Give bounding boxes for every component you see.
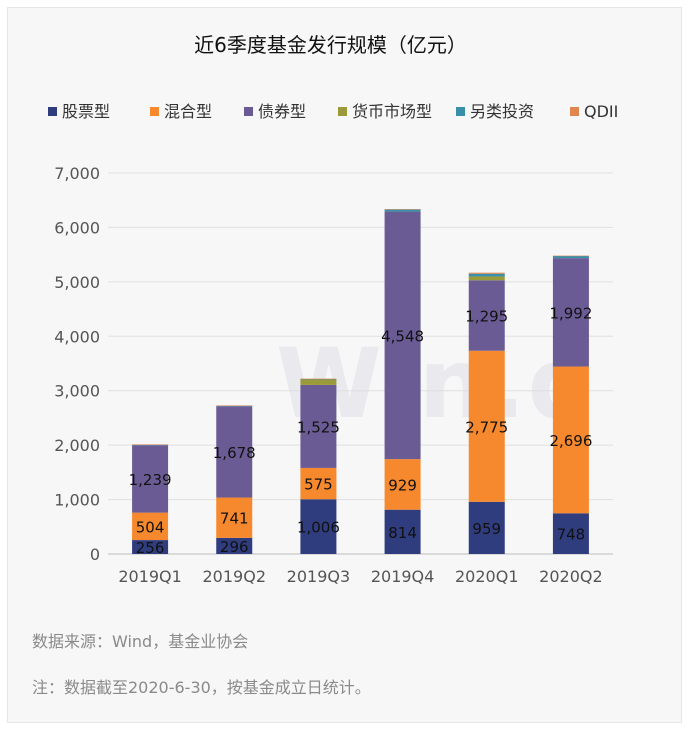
bar-segment bbox=[384, 209, 421, 210]
data-label: 1,239 bbox=[129, 471, 172, 489]
data-label: 575 bbox=[304, 476, 333, 494]
bar-segment bbox=[384, 209, 421, 212]
bar-segment bbox=[300, 379, 337, 385]
bar-segment bbox=[468, 273, 505, 277]
bar-segment bbox=[468, 272, 505, 274]
legend-swatch bbox=[456, 107, 465, 116]
legend-label: 另类投资 bbox=[470, 102, 534, 121]
bar-segment bbox=[468, 501, 505, 554]
bar-segment bbox=[384, 459, 421, 510]
legend-swatch bbox=[244, 107, 253, 116]
data-label: 2,775 bbox=[465, 418, 508, 436]
legend-label: QDII bbox=[584, 102, 618, 121]
bar-segment bbox=[216, 537, 253, 554]
legend-swatch bbox=[48, 107, 57, 116]
bar-segment bbox=[552, 258, 589, 367]
bar-segment bbox=[384, 509, 421, 554]
data-label: 959 bbox=[472, 520, 501, 538]
bar-segment bbox=[300, 384, 337, 468]
x-tick-label: 2019Q4 bbox=[371, 567, 435, 586]
legend-label: 债券型 bbox=[258, 102, 306, 121]
legend-label: 货币市场型 bbox=[352, 102, 432, 121]
legend-label: 股票型 bbox=[62, 102, 110, 121]
data-label: 1,678 bbox=[213, 444, 256, 462]
data-label: 4,548 bbox=[381, 327, 424, 345]
data-label: 256 bbox=[136, 539, 165, 557]
bar-segment bbox=[300, 467, 337, 500]
y-tick-label: 0 bbox=[90, 545, 100, 564]
bar-segment bbox=[468, 276, 505, 281]
bar-segment bbox=[216, 497, 253, 538]
x-tick-label: 2019Q2 bbox=[203, 567, 267, 586]
legend-swatch bbox=[338, 107, 347, 116]
data-label: 504 bbox=[136, 518, 165, 536]
bar-segment bbox=[300, 378, 337, 380]
data-label: 296 bbox=[220, 538, 249, 556]
bar-segment bbox=[216, 405, 253, 407]
x-tick-label: 2019Q3 bbox=[287, 567, 351, 586]
bar-segment bbox=[552, 513, 589, 554]
x-tick-label: 2020Q2 bbox=[539, 567, 603, 586]
bar-segment bbox=[132, 540, 169, 554]
stacked-bar-chart: 近6季度基金发行规模（亿元） 股票型 混合型 债券型 货币市场型 另类投资 QDII 0 1,0… bbox=[48, 33, 618, 586]
legend-swatch bbox=[150, 107, 159, 116]
bar-segment bbox=[132, 445, 169, 513]
chart-title: 近6季度基金发行规模（亿元） bbox=[194, 33, 467, 57]
bar-segment bbox=[300, 499, 337, 554]
x-tick-label: 2020Q1 bbox=[455, 567, 519, 586]
bar-segment bbox=[552, 255, 589, 259]
bar-segment bbox=[468, 350, 505, 502]
bar-segment bbox=[132, 512, 169, 541]
legend-swatch bbox=[570, 107, 579, 116]
y-tick-label: 7,000 bbox=[54, 164, 100, 183]
data-label: 1,525 bbox=[297, 418, 340, 436]
data-label: 1,295 bbox=[465, 308, 508, 326]
data-label: 814 bbox=[388, 524, 417, 542]
footnote: 注：数据截至2020-6-30，按基金成立日统计。 bbox=[32, 678, 371, 697]
bar-segment bbox=[552, 366, 589, 514]
bar-segment bbox=[216, 406, 253, 498]
y-tick-label: 6,000 bbox=[54, 218, 100, 237]
data-label: 1,006 bbox=[297, 519, 340, 537]
bar-segment bbox=[384, 211, 421, 460]
y-tick-label: 2,000 bbox=[54, 436, 100, 455]
y-tick-label: 4,000 bbox=[54, 327, 100, 346]
data-label: 1,992 bbox=[549, 304, 592, 322]
data-label: 2,696 bbox=[549, 432, 592, 450]
y-tick-label: 5,000 bbox=[54, 273, 100, 292]
bar-segment bbox=[216, 405, 253, 406]
chart-card: Win.d 近6季度基金发行规模（亿元） 股票型 混合型 债券型 货币市场型 另类投资 QD… bbox=[7, 7, 682, 723]
y-tick-label: 3,000 bbox=[54, 382, 100, 401]
x-tick-label: 2019Q1 bbox=[118, 567, 182, 586]
y-tick-label: 1,000 bbox=[54, 491, 100, 510]
bar-segment bbox=[468, 280, 505, 351]
data-label: 748 bbox=[557, 526, 586, 544]
bar-segment bbox=[300, 378, 337, 380]
data-label: 741 bbox=[220, 510, 249, 528]
data-label: 929 bbox=[388, 476, 417, 494]
bar-segment bbox=[552, 255, 589, 257]
legend-label: 混合型 bbox=[164, 102, 212, 121]
source-note: 数据来源：Wind，基金业协会 bbox=[32, 632, 249, 651]
bar-segment bbox=[132, 444, 169, 446]
bar-segment bbox=[132, 444, 169, 445]
